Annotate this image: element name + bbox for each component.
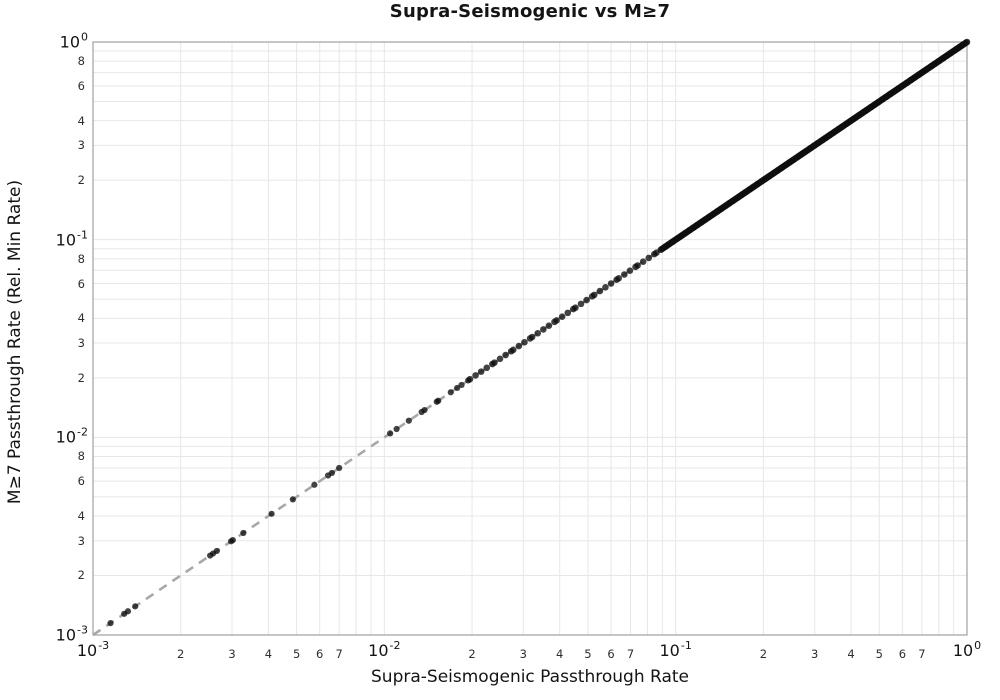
x-minor-tick-label: 5 — [292, 647, 301, 661]
x-minor-tick-label: 2 — [468, 647, 476, 661]
y-minor-tick-label: 2 — [77, 370, 85, 385]
scatter-point — [545, 322, 553, 329]
scatter-point — [124, 608, 132, 615]
scatter-point — [572, 304, 579, 311]
y-minor-tick-label: 4 — [77, 113, 85, 128]
scatter-point — [393, 425, 400, 433]
x-minor-tick-label: 5 — [584, 647, 592, 661]
x-major-tick-label: 10-3 — [76, 639, 110, 660]
scatter-point — [645, 254, 653, 262]
scatter-point — [521, 338, 528, 346]
y-minor-tick-label: 2 — [77, 568, 85, 583]
y-minor-tick-label: 3 — [77, 336, 85, 351]
x-minor-tick-label: 4 — [847, 647, 855, 661]
y-minor-tick-label: 6 — [77, 474, 85, 489]
scatter-point — [621, 271, 628, 278]
y-minor-tick-label: 2 — [77, 173, 85, 188]
x-major-tick-label: 10-2 — [368, 639, 401, 660]
x-minor-tick-label: 3 — [810, 647, 819, 661]
y-minor-tick-label: 4 — [77, 311, 85, 326]
x-minor-tick-label: 2 — [177, 647, 185, 661]
scatter-point — [447, 389, 454, 396]
y-minor-tick-label: 6 — [77, 276, 85, 291]
chart-title: Supra-Seismogenic vs M≥7 — [389, 1, 671, 22]
y-major-tick-label: 10-1 — [55, 228, 88, 250]
scatter-point — [107, 620, 114, 627]
scatter-point — [615, 274, 623, 282]
scatter-point — [387, 430, 394, 437]
scatter-point — [458, 381, 465, 389]
x-minor-tick-label: 7 — [918, 647, 926, 661]
scatter-point — [607, 280, 615, 287]
scatter-point — [590, 291, 598, 299]
scatter-point — [553, 317, 560, 324]
scatter-point — [496, 355, 504, 363]
x-major-tick-label: 10-1 — [659, 639, 692, 660]
x-minor-tick-label: 3 — [228, 647, 236, 661]
scatter-point — [558, 313, 566, 320]
y-minor-tick-label: 3 — [77, 138, 85, 153]
scatter-point — [509, 346, 517, 354]
scatter-point — [564, 309, 572, 317]
x-minor-tick-label: 4 — [556, 647, 564, 661]
scatter-point — [466, 375, 474, 383]
x-minor-tick-label: 6 — [898, 647, 907, 661]
scatter-point — [602, 283, 609, 291]
scatter-point — [583, 296, 590, 304]
scatter-point — [454, 384, 461, 392]
scatter-point — [577, 300, 585, 308]
scatter-point — [963, 38, 971, 46]
x-minor-tick-label: 7 — [335, 647, 343, 661]
scatter-point — [639, 258, 647, 266]
y-minor-tick-label: 8 — [77, 54, 85, 69]
y-major-tick-label: 10-2 — [55, 425, 88, 447]
scatter-point — [528, 333, 536, 341]
scatter-point — [289, 496, 296, 503]
y-major-tick-label: 100 — [59, 30, 88, 52]
x-minor-tick-label: 5 — [875, 647, 883, 661]
y-axis-label: M≥7 Passthrough Rate (Rel. Min Rate) — [5, 179, 25, 505]
scatter-point — [483, 364, 491, 372]
y-minor-tick-label: 4 — [77, 508, 85, 523]
scatter-point — [311, 481, 318, 488]
scatter-point — [132, 603, 139, 610]
scatter-point — [502, 351, 509, 359]
x-minor-tick-label: 7 — [626, 647, 635, 661]
x-minor-tick-label: 6 — [607, 647, 615, 661]
scatter-point — [515, 342, 523, 350]
scatter-point — [213, 547, 220, 555]
scatter-point — [626, 267, 634, 275]
scatter-point — [229, 537, 236, 544]
x-major-tick-label: 100 — [952, 639, 982, 660]
y-minor-tick-label: 8 — [77, 251, 85, 266]
scatter-point — [240, 529, 247, 537]
y-major-tick-label: 10-3 — [55, 623, 88, 645]
scatter-point — [477, 368, 485, 375]
scatter-point — [421, 406, 428, 414]
scatter-point — [328, 469, 335, 477]
scatter-point — [268, 510, 275, 517]
scatter-point — [405, 417, 412, 424]
scatter-point — [472, 372, 479, 379]
scatter-point — [540, 326, 547, 333]
scatter-point — [596, 287, 604, 295]
x-minor-tick-label: 3 — [519, 647, 527, 661]
scatter-point — [491, 359, 498, 366]
scatter-point — [336, 464, 343, 472]
x-minor-tick-label: 4 — [264, 647, 273, 661]
y-minor-tick-label: 6 — [77, 78, 85, 93]
y-minor-tick-label: 8 — [77, 449, 85, 464]
scatter-point — [534, 329, 542, 337]
x-minor-tick-label: 2 — [759, 647, 768, 661]
scatter-point — [634, 262, 641, 269]
scatter-point — [435, 397, 442, 404]
y-minor-tick-label: 3 — [77, 533, 85, 548]
x-minor-tick-label: 6 — [316, 647, 324, 661]
x-axis-label: Supra-Seismogenic Passthrough Rate — [371, 667, 689, 687]
plot-frame — [92, 41, 968, 636]
